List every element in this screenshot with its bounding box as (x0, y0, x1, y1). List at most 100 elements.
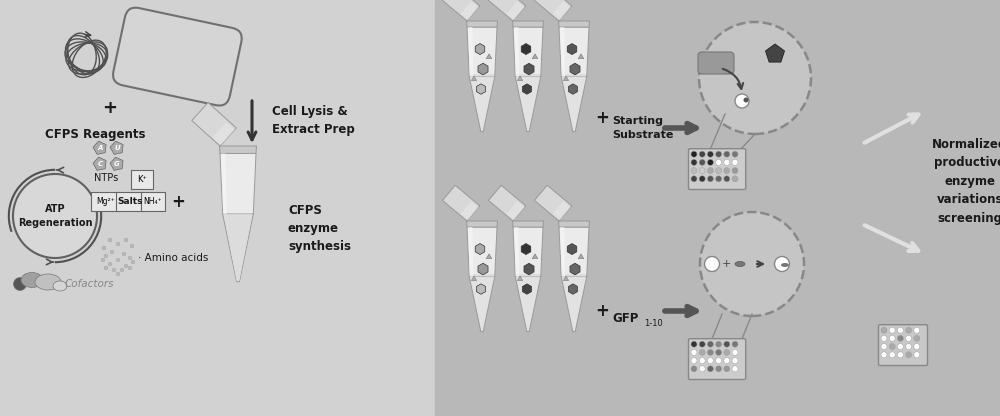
Bar (0, 0, 435, 416)
Polygon shape (516, 274, 540, 277)
Circle shape (700, 212, 804, 316)
Circle shape (108, 262, 112, 266)
Polygon shape (765, 44, 785, 62)
Polygon shape (478, 63, 488, 75)
Circle shape (707, 366, 713, 372)
Circle shape (906, 344, 912, 349)
Text: Normalized
productive
enzyme
variations
screening: Normalized productive enzyme variations … (932, 138, 1000, 225)
FancyBboxPatch shape (689, 149, 746, 190)
Polygon shape (470, 74, 494, 77)
Circle shape (699, 168, 705, 173)
Polygon shape (567, 44, 577, 54)
Ellipse shape (21, 272, 43, 287)
Circle shape (889, 352, 895, 358)
Polygon shape (553, 1, 570, 20)
Polygon shape (513, 227, 543, 277)
Circle shape (128, 256, 132, 260)
Polygon shape (488, 185, 526, 221)
Text: · Amino acids: · Amino acids (138, 253, 208, 263)
Circle shape (716, 151, 722, 157)
Text: CFPS Reagents: CFPS Reagents (45, 127, 145, 141)
Text: Salts: Salts (118, 197, 143, 206)
Circle shape (724, 366, 730, 372)
Polygon shape (515, 277, 541, 332)
Circle shape (906, 352, 912, 358)
Circle shape (120, 268, 124, 272)
Text: C: C (97, 161, 103, 167)
Text: +: + (721, 259, 731, 269)
Polygon shape (558, 221, 590, 227)
Polygon shape (223, 214, 253, 282)
Circle shape (881, 344, 887, 349)
Ellipse shape (35, 274, 61, 290)
Circle shape (914, 327, 920, 333)
Polygon shape (468, 227, 473, 277)
Polygon shape (466, 221, 498, 227)
Polygon shape (524, 63, 534, 75)
Circle shape (724, 168, 730, 173)
Polygon shape (563, 276, 569, 280)
Polygon shape (442, 0, 480, 21)
Circle shape (716, 176, 722, 182)
Text: A: A (97, 145, 103, 151)
Polygon shape (471, 76, 477, 81)
Text: K⁺: K⁺ (137, 175, 147, 184)
Polygon shape (513, 27, 543, 77)
Polygon shape (221, 154, 227, 214)
Circle shape (707, 349, 713, 355)
FancyBboxPatch shape (91, 192, 120, 211)
Circle shape (732, 358, 738, 364)
Polygon shape (570, 263, 580, 275)
Polygon shape (517, 76, 523, 81)
Polygon shape (514, 227, 519, 277)
Circle shape (13, 174, 97, 258)
Circle shape (716, 341, 722, 347)
Circle shape (897, 327, 903, 333)
Polygon shape (470, 274, 494, 277)
Polygon shape (578, 54, 584, 59)
FancyBboxPatch shape (689, 339, 746, 379)
Polygon shape (488, 0, 526, 21)
Text: Starting
Substrate: Starting Substrate (612, 116, 673, 140)
Text: 1-10: 1-10 (644, 319, 663, 327)
Circle shape (707, 176, 713, 182)
FancyBboxPatch shape (879, 325, 928, 366)
Circle shape (724, 159, 730, 166)
Circle shape (691, 168, 697, 173)
Polygon shape (213, 122, 235, 145)
Circle shape (699, 176, 705, 182)
Circle shape (897, 344, 903, 349)
Polygon shape (224, 214, 252, 281)
Circle shape (897, 335, 903, 342)
Polygon shape (570, 63, 580, 75)
Circle shape (104, 266, 108, 270)
Circle shape (707, 159, 713, 166)
Polygon shape (467, 27, 497, 77)
Polygon shape (461, 201, 478, 220)
Polygon shape (560, 27, 565, 77)
Polygon shape (486, 254, 492, 259)
Circle shape (101, 258, 105, 262)
Circle shape (724, 151, 730, 157)
Circle shape (732, 159, 738, 166)
Polygon shape (192, 102, 236, 146)
Circle shape (732, 176, 738, 182)
Circle shape (881, 335, 887, 342)
Circle shape (691, 159, 697, 166)
Polygon shape (486, 54, 492, 59)
Circle shape (732, 151, 738, 157)
Text: GFP: GFP (612, 312, 638, 324)
Text: +: + (595, 109, 609, 127)
Circle shape (699, 159, 705, 166)
Circle shape (881, 352, 887, 358)
Polygon shape (532, 54, 538, 59)
Circle shape (889, 327, 895, 333)
Polygon shape (568, 84, 578, 94)
Circle shape (914, 335, 920, 342)
Polygon shape (521, 243, 531, 255)
Polygon shape (560, 227, 565, 277)
Text: +: + (595, 302, 609, 320)
Circle shape (699, 341, 705, 347)
Circle shape (704, 257, 720, 272)
Circle shape (716, 366, 722, 372)
